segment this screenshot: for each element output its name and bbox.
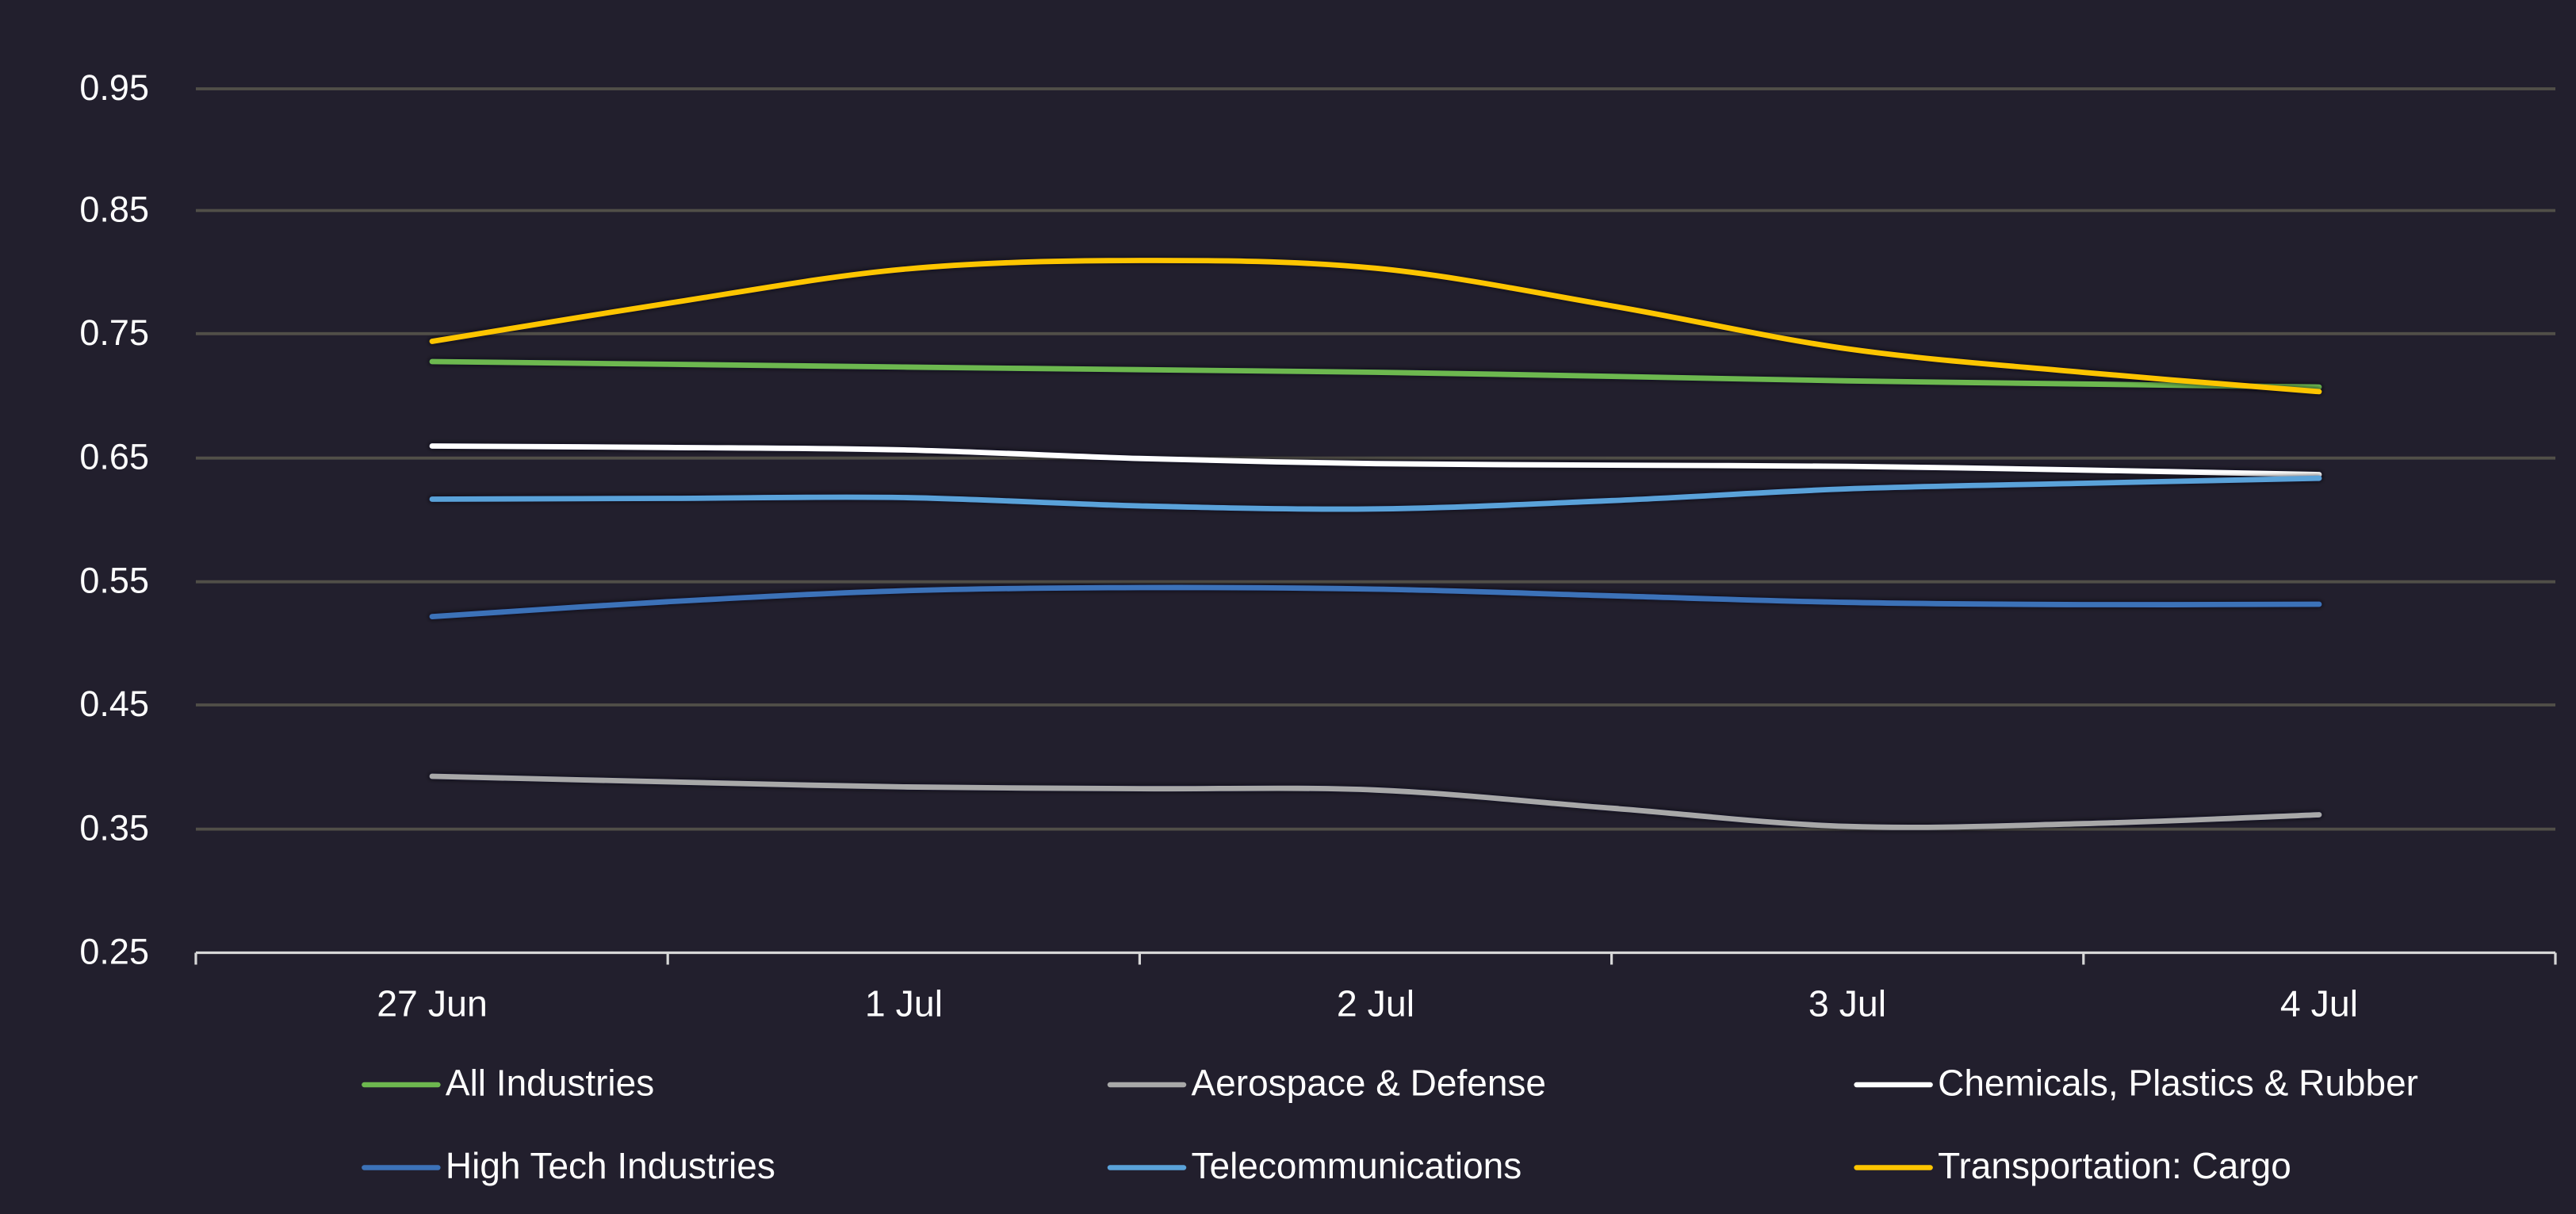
svg-text:0.85: 0.85 (79, 190, 149, 230)
svg-text:0.75: 0.75 (79, 312, 149, 353)
svg-text:High Tech Industries: High Tech Industries (446, 1145, 775, 1186)
svg-text:3 Jul: 3 Jul (1809, 983, 1886, 1024)
svg-text:2 Jul: 2 Jul (1337, 983, 1414, 1024)
svg-text:0.55: 0.55 (79, 561, 149, 601)
svg-text:1 Jul: 1 Jul (865, 983, 943, 1024)
svg-text:0.25: 0.25 (79, 932, 149, 972)
svg-text:0.95: 0.95 (79, 67, 149, 108)
svg-text:Telecommunications: Telecommunications (1192, 1145, 1522, 1186)
svg-text:0.35: 0.35 (79, 808, 149, 848)
svg-text:4 Jul: 4 Jul (2280, 983, 2358, 1024)
svg-text:Transportation: Cargo: Transportation: Cargo (1938, 1145, 2291, 1186)
svg-text:0.45: 0.45 (79, 684, 149, 724)
svg-text:27 Jun: 27 Jun (377, 983, 488, 1024)
svg-text:0.65: 0.65 (79, 437, 149, 477)
svg-text:All Industries: All Industries (446, 1063, 654, 1104)
svg-text:Chemicals, Plastics & Rubber: Chemicals, Plastics & Rubber (1938, 1063, 2418, 1104)
svg-text:Aerospace & Defense: Aerospace & Defense (1192, 1063, 1547, 1104)
